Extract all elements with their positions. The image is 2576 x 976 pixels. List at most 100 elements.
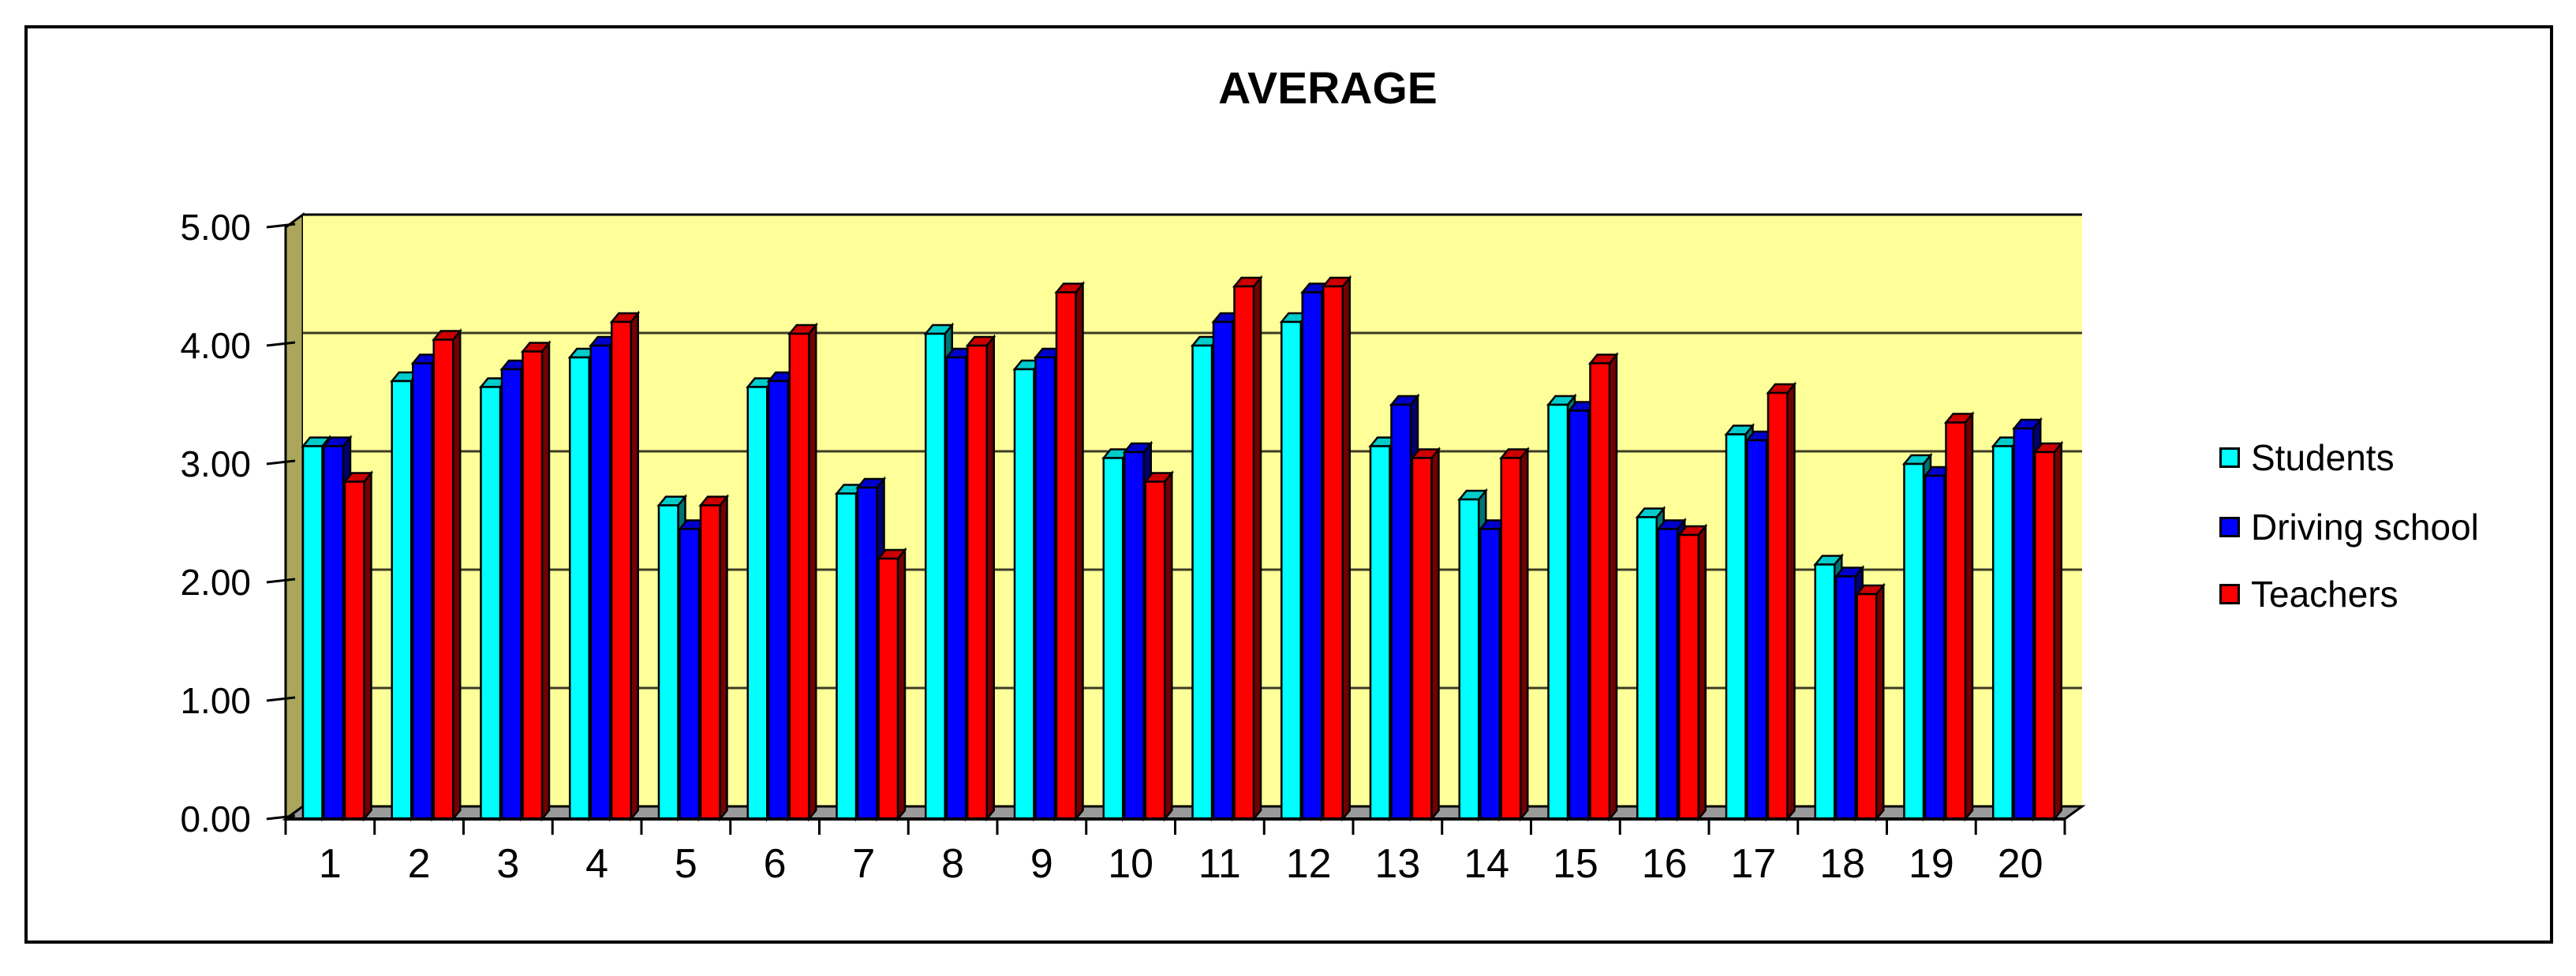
legend-label-teachers: Teachers (2251, 574, 2398, 615)
y-tick (266, 696, 296, 702)
x-category-label: 3 (496, 841, 519, 887)
bar-teachers-15-side (1608, 351, 1618, 822)
bar-teachers-9-side (1075, 280, 1084, 822)
y-tick-label: 3.00 (180, 443, 251, 484)
y-tick-label: 1.00 (180, 680, 251, 721)
bar-students-1 (301, 445, 323, 821)
bar-driving-school-5 (679, 528, 701, 821)
bar-teachers-14 (1500, 457, 1522, 821)
x-category-label: 7 (852, 841, 875, 887)
bar-students-9 (1013, 368, 1035, 821)
bar-teachers-8 (966, 344, 988, 821)
bar-students-6 (746, 386, 768, 821)
bar-teachers-4-side (630, 310, 639, 822)
teachers-swatch-icon (2219, 584, 2240, 604)
bar-teachers-10 (1144, 481, 1166, 821)
bar-driving-school-1 (323, 445, 345, 821)
x-category-label: 16 (1642, 841, 1688, 887)
bar-teachers-11-side (1252, 275, 1262, 822)
driving-school-swatch-icon (2219, 517, 2240, 537)
bar-driving-school-19 (1924, 474, 1946, 821)
bar-driving-school-17 (1746, 439, 1768, 821)
bar-driving-school-16 (1657, 528, 1679, 821)
x-category-label: 9 (1030, 841, 1053, 887)
bar-students-2 (391, 380, 413, 821)
bar-driving-school-14 (1479, 528, 1501, 821)
bar-teachers-16-side (1697, 523, 1707, 822)
students-swatch-icon (2219, 447, 2240, 468)
y-tick (266, 459, 296, 466)
bar-students-19 (1903, 462, 1925, 821)
y-tick (266, 222, 296, 229)
x-category-label: 4 (585, 841, 608, 887)
bar-teachers-5 (699, 504, 721, 821)
bar-driving-school-10 (1123, 451, 1145, 821)
bar-students-13 (1369, 445, 1391, 821)
bar-teachers-15 (1589, 362, 1611, 821)
bar-driving-school-15 (1568, 409, 1590, 821)
side-wall (284, 212, 305, 821)
y-tick (266, 814, 296, 821)
bar-teachers-2 (432, 338, 454, 821)
bar-teachers-5-side (719, 493, 728, 822)
bar-teachers-3 (522, 350, 544, 821)
y-tick-label: 4.00 (180, 325, 251, 366)
bar-teachers-20 (2034, 451, 2055, 821)
bar-teachers-1 (343, 481, 365, 821)
bar-driving-school-18 (1835, 575, 1856, 821)
y-tick-label: 0.00 (180, 798, 251, 840)
x-category-label: 17 (1730, 841, 1776, 887)
bar-driving-school-9 (1034, 356, 1056, 821)
y-tick-label: 5.00 (180, 207, 251, 248)
bar-teachers-1-side (363, 469, 372, 822)
y-tick-label: 2.00 (180, 562, 251, 603)
bar-driving-school-11 (1212, 320, 1234, 821)
x-category-label: 13 (1374, 841, 1420, 887)
bar-students-15 (1547, 403, 1569, 821)
legend-item-driving-school: Driving school (2219, 507, 2479, 547)
bar-students-5 (657, 504, 679, 821)
bar-teachers-2-side (452, 327, 462, 822)
x-category-label: 14 (1464, 841, 1509, 887)
bar-students-18 (1814, 563, 1836, 821)
bar-teachers-9 (1055, 291, 1077, 821)
bar-teachers-13 (1411, 457, 1433, 821)
bar-teachers-6-side (808, 322, 817, 822)
x-category-label: 18 (1819, 841, 1865, 887)
bar-students-14 (1458, 498, 1480, 821)
bar-students-3 (480, 386, 502, 821)
x-category-label: 6 (764, 841, 787, 887)
x-category-label: 19 (1909, 841, 1954, 887)
bar-teachers-7 (877, 557, 899, 821)
bar-teachers-4 (611, 320, 632, 821)
x-category-label: 10 (1108, 841, 1153, 887)
x-category-label: 11 (1198, 841, 1241, 887)
legend-label-students: Students (2251, 437, 2395, 478)
bar-teachers-3-side (540, 339, 551, 822)
bar-teachers-12 (1322, 285, 1344, 821)
bar-teachers-12-side (1341, 275, 1351, 822)
bar-teachers-6 (788, 332, 810, 821)
x-category-label: 15 (1553, 841, 1598, 887)
bar-teachers-10-side (1164, 469, 1173, 822)
bar-students-8 (925, 332, 946, 821)
bar-driving-school-4 (589, 344, 611, 821)
plot-floor (282, 805, 2086, 821)
bar-students-20 (1992, 445, 2013, 821)
x-category-label: 8 (941, 841, 964, 887)
bar-teachers-18-side (1875, 582, 1885, 822)
bar-teachers-13-side (1430, 446, 1440, 822)
bar-driving-school-13 (1390, 403, 1412, 821)
bar-students-10 (1102, 457, 1124, 821)
bar-teachers-17-side (1786, 381, 1796, 822)
x-category-label: 2 (408, 841, 431, 887)
y-tick (266, 578, 296, 584)
bar-teachers-8-side (985, 334, 995, 822)
bar-driving-school-3 (500, 368, 522, 821)
bar-teachers-19 (1945, 421, 1967, 821)
bar-students-7 (836, 492, 858, 821)
bar-driving-school-12 (1301, 291, 1323, 821)
bar-driving-school-7 (856, 486, 878, 821)
